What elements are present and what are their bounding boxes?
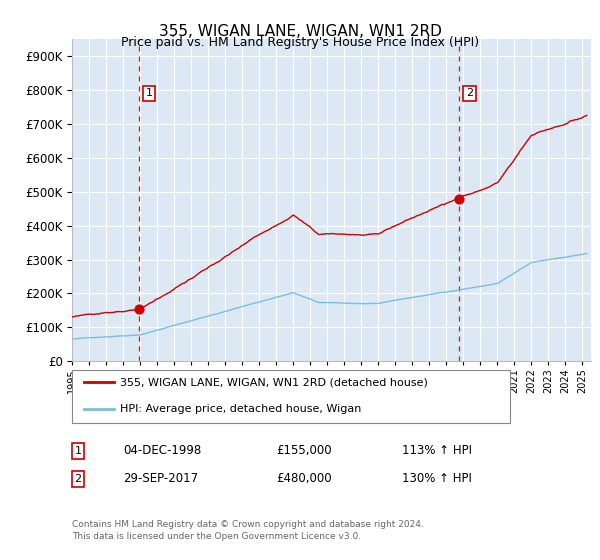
Text: 2: 2 [74, 474, 82, 484]
Text: £480,000: £480,000 [276, 472, 332, 486]
Text: 113% ↑ HPI: 113% ↑ HPI [402, 444, 472, 458]
Text: Contains HM Land Registry data © Crown copyright and database right 2024.
This d: Contains HM Land Registry data © Crown c… [72, 520, 424, 541]
Text: 355, WIGAN LANE, WIGAN, WN1 2RD: 355, WIGAN LANE, WIGAN, WN1 2RD [158, 24, 442, 39]
Text: 130% ↑ HPI: 130% ↑ HPI [402, 472, 472, 486]
Text: 29-SEP-2017: 29-SEP-2017 [123, 472, 198, 486]
Text: 04-DEC-1998: 04-DEC-1998 [123, 444, 201, 458]
Text: Price paid vs. HM Land Registry's House Price Index (HPI): Price paid vs. HM Land Registry's House … [121, 36, 479, 49]
Text: 1: 1 [146, 88, 152, 99]
Text: HPI: Average price, detached house, Wigan: HPI: Average price, detached house, Wiga… [120, 404, 361, 414]
Text: 2: 2 [466, 88, 473, 99]
Text: 355, WIGAN LANE, WIGAN, WN1 2RD (detached house): 355, WIGAN LANE, WIGAN, WN1 2RD (detache… [120, 377, 428, 388]
Text: 1: 1 [74, 446, 82, 456]
Text: £155,000: £155,000 [276, 444, 332, 458]
Point [454, 194, 464, 203]
Point [134, 304, 143, 313]
